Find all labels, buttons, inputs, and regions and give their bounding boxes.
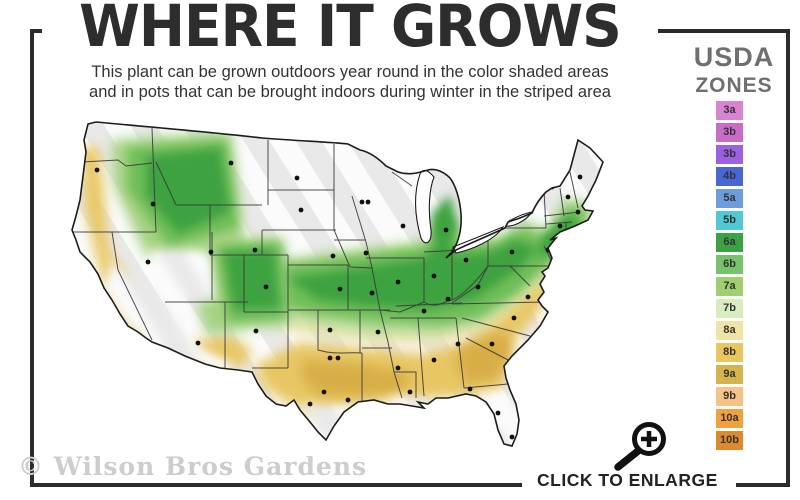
page-title: WHERE IT GROWS bbox=[79, 0, 622, 61]
city-dot bbox=[431, 357, 437, 363]
legend-zone-4b: 4b bbox=[716, 167, 743, 186]
legend-zone-10a: 10a bbox=[716, 409, 743, 428]
frame-left bbox=[30, 29, 34, 487]
legend-zone-3b: 3b bbox=[716, 123, 743, 142]
click-to-enlarge-label[interactable]: CLICK TO ENLARGE bbox=[537, 470, 718, 490]
legend-zone-8b: 8b bbox=[716, 343, 743, 362]
subtitle-line-2: and in pots that can be brought indoors … bbox=[89, 83, 611, 101]
subtitle: This plant can be grown outdoors year ro… bbox=[40, 62, 660, 102]
legend-title-line2: ZONES bbox=[695, 74, 773, 97]
city-dot bbox=[359, 199, 365, 205]
city-dot bbox=[463, 257, 469, 263]
city-dot bbox=[145, 259, 151, 265]
city-dot bbox=[395, 279, 401, 285]
legend-zone-3a: 3a bbox=[716, 101, 743, 120]
legend-zone-6b: 6b bbox=[716, 255, 743, 274]
city-dot bbox=[363, 250, 369, 256]
city-dot bbox=[307, 401, 313, 407]
legend-zone-8a: 8a bbox=[716, 321, 743, 340]
city-dot bbox=[122, 327, 128, 333]
city-dot bbox=[443, 227, 449, 233]
city-dot bbox=[421, 308, 427, 314]
frame-top-right bbox=[658, 29, 790, 33]
state-borders bbox=[72, 127, 581, 402]
city-dot bbox=[495, 410, 501, 416]
legend-zone-7b: 7b bbox=[716, 299, 743, 318]
city-dot bbox=[400, 223, 406, 229]
city-dot bbox=[345, 397, 351, 403]
city-dot bbox=[557, 223, 563, 229]
watermark: © Wilson Bros Gardens bbox=[18, 452, 368, 481]
city-dot bbox=[511, 315, 517, 321]
city-dot bbox=[407, 389, 413, 395]
city-dot bbox=[365, 199, 371, 205]
city-dot bbox=[330, 253, 336, 259]
frame-bottom-right bbox=[736, 483, 790, 487]
city-dot bbox=[150, 201, 156, 207]
city-dot bbox=[509, 249, 515, 255]
city-dot bbox=[253, 328, 259, 334]
legend-title: USDA ZONES bbox=[678, 42, 790, 97]
legend-zone-10b: 10b bbox=[716, 431, 743, 450]
city-dot bbox=[467, 386, 473, 392]
city-dot bbox=[263, 284, 269, 290]
legend-title-line1: USDA bbox=[693, 42, 775, 72]
city-dot bbox=[327, 327, 333, 333]
city-dot bbox=[525, 294, 531, 300]
city-dot bbox=[337, 286, 343, 292]
city-dot bbox=[228, 160, 234, 166]
city-dot bbox=[294, 175, 300, 181]
city-dot bbox=[298, 207, 304, 213]
magnifier-plus-icon[interactable] bbox=[605, 414, 675, 476]
frame-top-left bbox=[30, 29, 42, 33]
city-dot bbox=[208, 249, 214, 255]
city-dot bbox=[445, 296, 451, 302]
city-dot bbox=[455, 341, 461, 347]
city-dot bbox=[475, 284, 481, 290]
city-dot bbox=[327, 355, 333, 361]
city-dot bbox=[525, 206, 531, 212]
legend-zone-5b: 5b bbox=[716, 211, 743, 230]
zone-shading-layer bbox=[72, 127, 594, 442]
legend-zone-6a: 6a bbox=[716, 233, 743, 252]
city-dot bbox=[195, 340, 201, 346]
legend-zone-7a: 7a bbox=[716, 277, 743, 296]
city-dot bbox=[335, 355, 341, 361]
city-dot bbox=[565, 194, 571, 200]
legend-zone-9a: 9a bbox=[716, 365, 743, 384]
legend-zone-5a: 5a bbox=[716, 189, 743, 208]
subtitle-line-1: This plant can be grown outdoors year ro… bbox=[91, 63, 609, 81]
city-dot bbox=[575, 209, 581, 215]
frame-bottom-left bbox=[30, 483, 522, 487]
city-dot bbox=[375, 329, 381, 335]
city-dot bbox=[577, 174, 583, 180]
frame-right bbox=[786, 29, 790, 487]
legend-zone-9b: 9b bbox=[716, 387, 743, 406]
city-dot bbox=[489, 341, 495, 347]
city-dot bbox=[94, 167, 100, 173]
city-dot bbox=[395, 365, 401, 371]
city-dot bbox=[321, 389, 327, 395]
city-dot bbox=[369, 290, 375, 296]
city-dot bbox=[431, 273, 437, 279]
usda-zones-legend: 3a 3b 3b 4b 5a 5b 6a 6b 7a 7b 8a 8b 9a 9b 10a 10b bbox=[716, 101, 743, 453]
legend-zone-3b: 3b bbox=[716, 145, 743, 164]
city-dot bbox=[252, 247, 258, 253]
city-dot bbox=[509, 434, 515, 440]
